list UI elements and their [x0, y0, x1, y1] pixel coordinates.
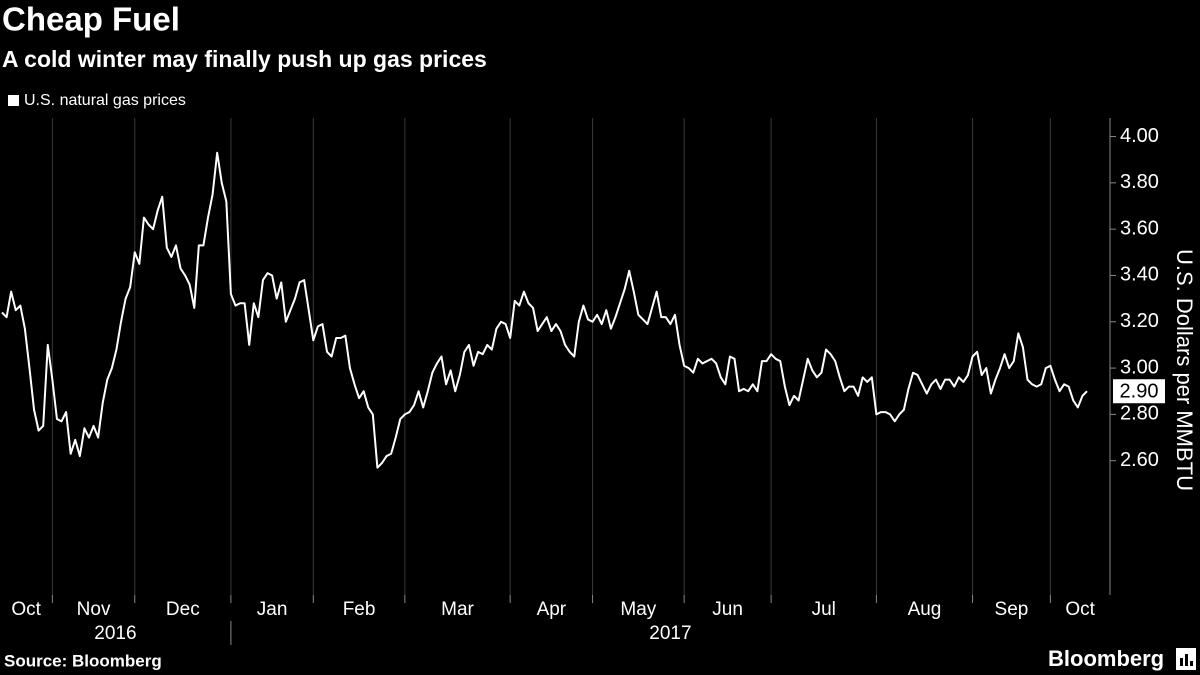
- x-tick-label: Mar: [441, 599, 474, 620]
- y-axis-label: U.S. Dollars per MMBTU: [1172, 249, 1197, 491]
- brand-icon-bar: [1180, 658, 1183, 666]
- y-tick-label: 3.00: [1120, 356, 1159, 378]
- x-tick-label: Jun: [712, 599, 743, 620]
- year-label: 2016: [94, 623, 136, 644]
- y-tick-label: 3.40: [1120, 264, 1159, 286]
- x-tick-label: Feb: [343, 599, 376, 620]
- year-label: 2017: [649, 623, 691, 644]
- x-tick-label: Nov: [77, 599, 111, 620]
- legend-swatch: [8, 95, 19, 106]
- x-tick-label: Jan: [257, 599, 288, 620]
- brand: Bloomberg: [1048, 646, 1164, 671]
- x-tick-label: Jul: [812, 599, 836, 620]
- series-line: [1, 151, 1088, 469]
- y-tick-label: 2.60: [1120, 449, 1159, 471]
- y-tick-label: 3.20: [1120, 310, 1159, 332]
- x-tick-label: Dec: [166, 599, 200, 620]
- source: Source: Bloomberg: [4, 651, 162, 670]
- x-tick-label: Oct: [11, 599, 41, 620]
- brand-icon-bar: [1190, 661, 1193, 666]
- x-tick-label: Aug: [908, 599, 942, 620]
- brand-icon: [1176, 648, 1196, 670]
- y-tick-label: 4.00: [1120, 125, 1159, 147]
- end-label-box: [1113, 379, 1165, 404]
- y-tick-label: 3.80: [1120, 171, 1159, 193]
- x-tick-label: May: [620, 599, 656, 620]
- x-tick-label: Oct: [1065, 599, 1095, 620]
- chart-subtitle: A cold winter may finally push up gas pr…: [2, 46, 487, 72]
- x-tick-label: Apr: [537, 599, 567, 620]
- y-tick-label: 2.80: [1120, 403, 1159, 425]
- x-tick-label: Sep: [995, 599, 1029, 620]
- brand-icon-bar: [1185, 654, 1188, 666]
- end-label: 2.90: [1120, 381, 1159, 403]
- chart-title: Cheap Fuel: [2, 1, 180, 38]
- y-tick-label: 3.60: [1120, 217, 1159, 239]
- legend-label: U.S. natural gas prices: [24, 92, 186, 109]
